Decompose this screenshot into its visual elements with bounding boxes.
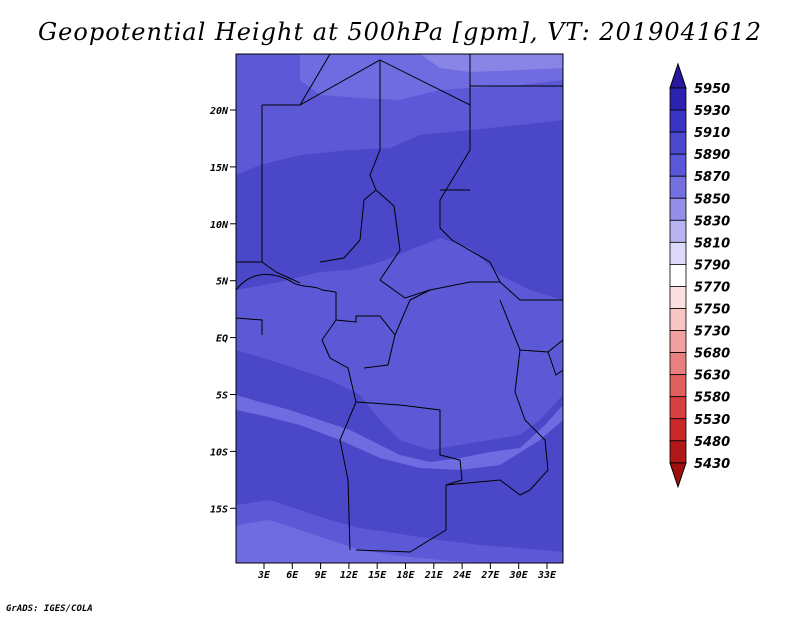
lat-tick-label: EQ bbox=[216, 334, 228, 345]
lon-tick-label: 33E bbox=[537, 570, 557, 581]
lat-tick-label: 10N bbox=[210, 220, 229, 231]
lat-tick-label: 5N bbox=[216, 277, 229, 288]
colorbar-box bbox=[669, 330, 687, 353]
colorbar-box bbox=[669, 109, 687, 133]
lon-tick-label: 12E bbox=[340, 570, 359, 581]
colorbar-label: 5480 bbox=[694, 435, 730, 450]
lon-tick-label: 9E bbox=[315, 570, 328, 581]
field-5850-south bbox=[236, 520, 480, 563]
lon-tick-label: 18E bbox=[396, 570, 415, 581]
field-5850-central bbox=[236, 395, 563, 470]
lon-tick-label: 30E bbox=[509, 570, 529, 581]
lat-tick-label: 5S bbox=[216, 391, 228, 402]
field-5830-north bbox=[420, 54, 563, 72]
colorbar-label: 5850 bbox=[694, 192, 730, 207]
contour-field bbox=[236, 54, 563, 563]
colorbar-label: 5910 bbox=[694, 126, 730, 141]
colorbar-label: 5580 bbox=[694, 391, 730, 406]
lat-tick-label: 20N bbox=[209, 106, 229, 117]
colorbar-box bbox=[669, 87, 687, 111]
chart-title: Geopotential Height at 500hPa [gpm], VT:… bbox=[38, 18, 762, 46]
colorbar-label: 5680 bbox=[694, 347, 730, 362]
latitude-axis: 20N 15N 10N 5N EQ 5S 10S 15S bbox=[209, 106, 236, 515]
colorbar-box bbox=[669, 396, 687, 420]
lon-tick-label: 27E bbox=[480, 570, 500, 581]
longitude-axis: 3E 6E 9E 12E 15E 18E 21E 24E 27E 30E 33E bbox=[257, 563, 557, 581]
colorbar-label: 5770 bbox=[694, 280, 730, 295]
colorbar-label: 5830 bbox=[694, 214, 730, 229]
colorbar-box bbox=[669, 352, 687, 376]
colorbar-box bbox=[669, 440, 687, 464]
lon-tick-label: 21E bbox=[424, 570, 444, 581]
colorbar-box bbox=[669, 241, 687, 265]
colorbar-label: 5930 bbox=[694, 104, 730, 119]
credit-label: GrADS: IGES/COLA bbox=[6, 604, 93, 614]
colorbar-box bbox=[669, 219, 687, 243]
colorbar-label: 5750 bbox=[694, 303, 730, 318]
colorbar-label: 5430 bbox=[694, 457, 730, 472]
colorbar-box bbox=[669, 418, 687, 442]
colorbar-bottom-arrow bbox=[669, 462, 687, 489]
colorbar-box bbox=[669, 286, 687, 309]
field-5870-central bbox=[236, 238, 563, 450]
colorbar-label: 5530 bbox=[694, 413, 730, 428]
colorbar-label: 5630 bbox=[694, 369, 730, 384]
map-frame bbox=[235, 53, 564, 564]
colorbar-label: 5790 bbox=[694, 258, 730, 273]
colorbar-label: 5950 bbox=[694, 82, 730, 97]
colorbar-box bbox=[669, 197, 687, 221]
colorbar-label: 5890 bbox=[694, 148, 730, 163]
colorbar-label: 5870 bbox=[694, 170, 730, 185]
lon-tick-label: 6E bbox=[286, 570, 299, 581]
colorbar-box bbox=[669, 374, 687, 398]
colorbar-label: 5730 bbox=[694, 325, 730, 340]
colorbar-label: 5810 bbox=[694, 236, 730, 251]
lon-tick-label: 24E bbox=[452, 570, 472, 581]
lat-tick-label: 15S bbox=[210, 504, 228, 515]
country-borders bbox=[236, 54, 563, 553]
colorbar-box bbox=[669, 131, 687, 155]
lon-tick-label: 15E bbox=[368, 570, 387, 581]
colorbar: 5950 5930 5910 5890 5870 5850 5830 5810 5790 5770… bbox=[669, 62, 730, 489]
colorbar-box bbox=[669, 153, 687, 177]
lat-tick-label: 15N bbox=[210, 163, 229, 174]
lon-tick-label: 3E bbox=[257, 570, 271, 581]
colorbar-box bbox=[669, 263, 687, 287]
colorbar-box bbox=[669, 308, 687, 331]
colorbar-box bbox=[669, 175, 687, 199]
colorbar-top-arrow bbox=[669, 62, 687, 89]
lat-tick-label: 10S bbox=[210, 447, 228, 458]
